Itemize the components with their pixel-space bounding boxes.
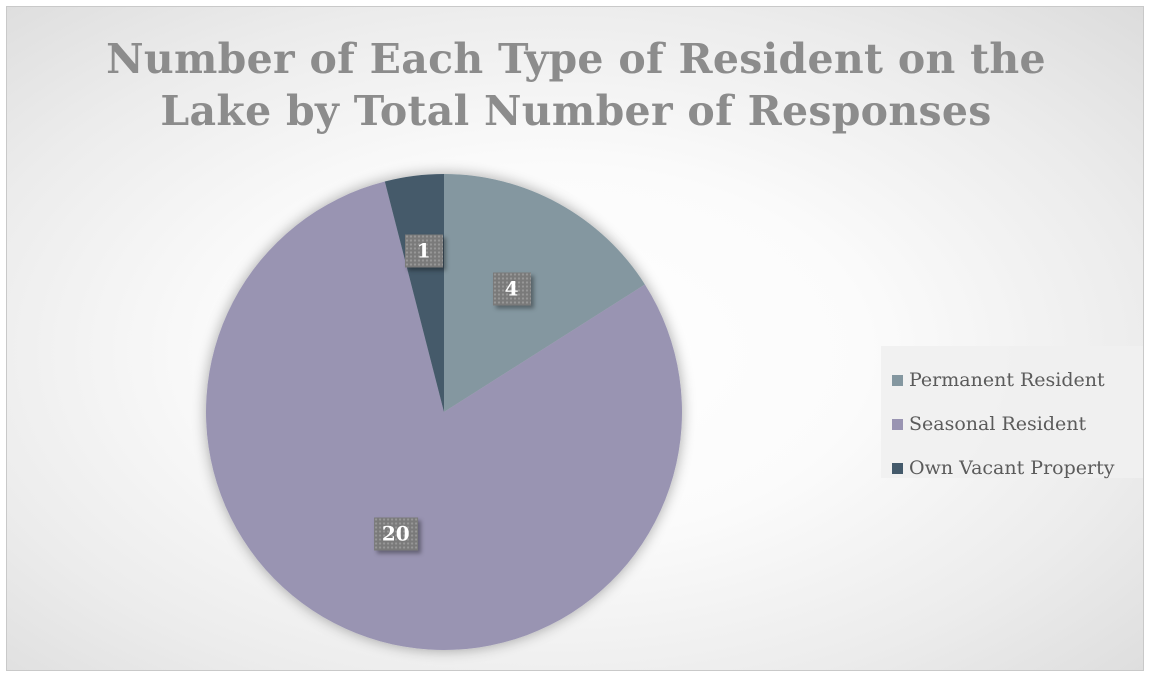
pie-slice-seasonal-resident: [206, 181, 683, 651]
pie-slice-permanent-resident: [444, 174, 645, 412]
legend-item-seasonal-resident: Seasonal Resident: [892, 402, 1143, 446]
chart-legend: Permanent Resident Seasonal Resident Own…: [881, 346, 1143, 479]
chart-title-line-2: Lake by Total Number of Responses: [160, 87, 992, 135]
chart-title-line-1: Number of Each Type of Resident on the: [106, 35, 1046, 83]
legend-item-own-vacant-property: Own Vacant Property: [892, 446, 1143, 490]
legend-label: Seasonal Resident: [909, 413, 1087, 435]
legend-swatch: [892, 374, 903, 386]
data-label-own-vacant-property: 1: [404, 234, 443, 268]
pie-chart: [206, 174, 683, 651]
legend-label: Permanent Resident: [909, 369, 1105, 391]
legend-swatch: [892, 418, 903, 430]
legend-item-permanent-resident: Permanent Resident: [892, 358, 1143, 402]
chart-title: Number of Each Type of Resident on the L…: [7, 33, 1143, 137]
data-label-seasonal-resident: 20: [373, 517, 418, 551]
chart-area: Number of Each Type of Resident on the L…: [6, 6, 1144, 671]
pie-slice-own-vacant-property: [384, 174, 444, 412]
data-label-permanent-resident: 4: [492, 272, 531, 306]
legend-label: Own Vacant Property: [909, 457, 1115, 479]
legend-swatch: [892, 462, 903, 474]
